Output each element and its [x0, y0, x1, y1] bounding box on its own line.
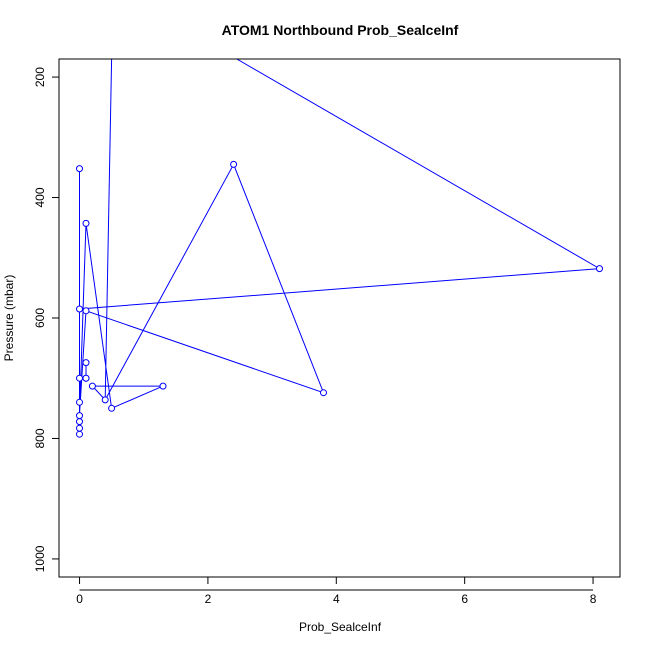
data-point — [76, 305, 83, 313]
data-point — [76, 398, 83, 406]
data-point — [101, 396, 109, 404]
y-tick-label: 200 — [33, 67, 47, 87]
data-point — [82, 219, 90, 227]
data-point — [76, 430, 83, 438]
data-point — [596, 265, 603, 273]
plot-frame — [58, 58, 621, 578]
data-point — [82, 307, 90, 315]
data-point — [82, 374, 90, 382]
series-line — [79, 59, 602, 435]
data-point — [76, 412, 83, 420]
data-point — [108, 404, 116, 412]
data-point — [159, 382, 167, 390]
data-point — [320, 389, 327, 397]
chart-title: ATOM1 Northbound Prob_SealceInf — [222, 22, 459, 38]
x-axis: 0 2 4 6 8 — [76, 577, 597, 606]
x-tick-label: 6 — [461, 592, 468, 606]
x-tick-label: 8 — [590, 592, 597, 606]
y-tick-label: 800 — [33, 428, 47, 448]
data-point — [76, 424, 83, 432]
y-axis: 200 400 600 800 1000 — [33, 67, 59, 572]
data-point — [76, 374, 83, 382]
data-point — [88, 382, 96, 390]
y-tick-label: 1000 — [33, 545, 47, 572]
data-point — [76, 418, 83, 426]
data-point — [230, 160, 238, 168]
data-point — [82, 359, 90, 367]
data-point — [76, 165, 83, 173]
x-tick-label: 4 — [333, 592, 340, 606]
x-tick-label: 2 — [205, 592, 212, 606]
x-tick-label: 0 — [76, 592, 83, 606]
y-axis-label: Pressure (mbar) — [2, 275, 16, 362]
y-tick-label: 400 — [33, 187, 47, 207]
series-layer — [76, 59, 603, 438]
x-axis-label: Prob_SealceInf — [299, 620, 382, 634]
y-tick-label: 600 — [33, 308, 47, 328]
